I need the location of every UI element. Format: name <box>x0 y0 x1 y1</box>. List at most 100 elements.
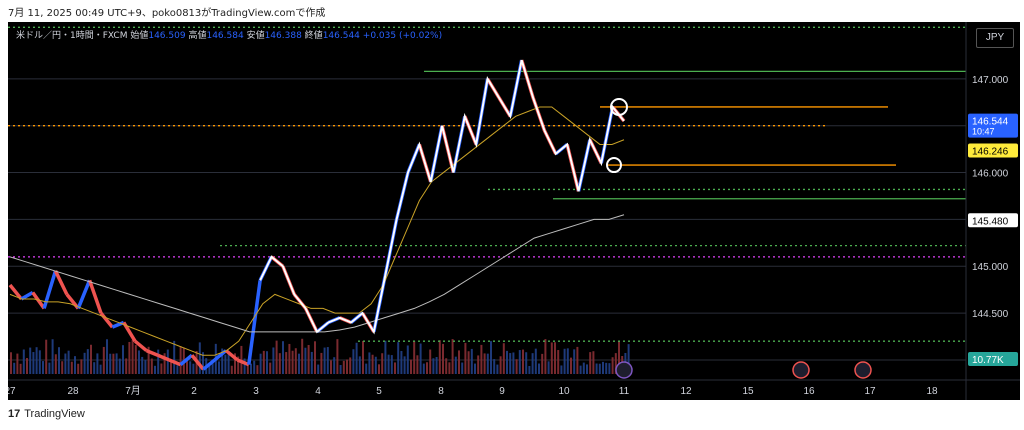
volume-bar <box>339 365 342 374</box>
price-segment <box>213 349 228 362</box>
x-tick-label: 28 <box>67 386 79 397</box>
close-value: 146.544 <box>322 31 360 41</box>
low-label: 安値 <box>246 31 265 41</box>
price-segment <box>87 279 103 314</box>
y-tick-label: 144.500 <box>972 309 1009 320</box>
high-label: 高値 <box>188 31 207 41</box>
x-tick-label: 12 <box>680 386 692 397</box>
volume-bar <box>122 345 124 374</box>
event-icon <box>792 361 810 379</box>
level-price-label: 146.246 <box>972 146 1009 157</box>
volume-bar <box>106 339 108 374</box>
price-segment <box>168 358 182 367</box>
price-segment <box>8 283 23 301</box>
volume-bar <box>90 344 92 374</box>
volume-bar <box>61 361 64 374</box>
volume-bar <box>467 351 470 374</box>
volume-bar <box>330 360 332 374</box>
volume-bar <box>496 364 499 374</box>
volume-bar <box>170 362 172 374</box>
x-tick-label: 17 <box>864 386 876 397</box>
price-segment <box>145 348 159 357</box>
volume-bar <box>474 363 476 374</box>
symbol-label[interactable]: 米ドル／円・1時間・FXCM <box>16 31 128 41</box>
event-icon <box>615 361 633 379</box>
volume-bar <box>416 355 419 374</box>
volume-bar <box>64 353 67 374</box>
volume-bar <box>438 340 441 374</box>
volume-bar <box>285 352 288 374</box>
volume-bar <box>326 347 329 374</box>
volume-bar <box>493 359 496 374</box>
volume-bar <box>179 346 182 374</box>
volume-bar <box>598 363 601 374</box>
y-tick-label: 145.000 <box>972 262 1009 273</box>
fast-moving-average-line <box>9 106 625 356</box>
volume-bar <box>70 361 73 374</box>
volume-bar <box>301 338 304 374</box>
volume-bar <box>544 339 547 374</box>
volume-bar <box>355 342 358 374</box>
currency-button[interactable]: JPY <box>976 28 1014 48</box>
price-segment <box>76 279 92 310</box>
volume-bar <box>131 340 134 374</box>
volume-bar <box>352 349 355 374</box>
last-price-label-bg <box>968 113 1018 138</box>
volume-bar <box>99 364 102 374</box>
volume-bar <box>147 346 150 374</box>
volume-bar <box>10 352 12 374</box>
price-chart[interactable]: 144.000144.500145.000146.000147.000146.5… <box>8 22 1020 400</box>
volume-bar <box>144 359 147 374</box>
volume-bar <box>566 348 569 374</box>
volume-bar <box>458 350 460 374</box>
volume-bar <box>26 358 28 374</box>
volume-bar <box>490 341 492 374</box>
volume-bar <box>445 358 448 374</box>
volume-bar <box>442 343 444 374</box>
volume-bar <box>307 344 310 374</box>
volume-bar <box>387 354 390 374</box>
chart-panel[interactable]: 144.000144.500145.000146.000147.000146.5… <box>8 22 1020 400</box>
volume-bar <box>288 343 291 374</box>
volume-bar <box>259 353 262 374</box>
volume-bar <box>432 358 435 374</box>
volume-bar <box>346 359 348 374</box>
volume-bar <box>528 365 531 374</box>
volume-bar <box>394 362 396 374</box>
volume-bar <box>506 350 508 374</box>
x-tick-label: 8 <box>438 386 444 397</box>
volume-bar <box>189 361 192 374</box>
volume-bar <box>426 362 428 374</box>
volume-bar <box>589 352 592 374</box>
volume-bar <box>397 342 400 374</box>
volume-bar <box>102 346 105 374</box>
volume-bar <box>237 356 240 374</box>
price-segment <box>20 290 34 301</box>
volume-bar <box>522 349 524 374</box>
event-icon <box>854 361 872 379</box>
volume-bar <box>486 353 489 374</box>
volume-bar <box>560 365 563 374</box>
volume-bar <box>275 340 278 374</box>
volume-bar <box>269 362 272 374</box>
volume-bar <box>221 348 224 374</box>
volume-bar <box>413 341 416 374</box>
volume-bar <box>576 346 579 374</box>
volume-bar <box>243 358 246 374</box>
volume-bar <box>150 358 153 374</box>
volume-bar <box>208 364 211 374</box>
brand-label: TradingView <box>24 408 85 420</box>
volume-bar <box>45 339 48 374</box>
volume-bar <box>234 353 236 374</box>
volume-bar <box>454 356 457 374</box>
tradingview-icon: 17 <box>8 408 21 420</box>
volume-bar <box>470 348 473 374</box>
price-segment <box>236 358 250 367</box>
volume-bar <box>582 362 585 374</box>
volume-bar <box>230 365 233 374</box>
volume-bar <box>515 359 518 374</box>
y-tick-label: 146.000 <box>972 169 1009 180</box>
volume-bar <box>294 348 297 374</box>
x-tick-label: 5 <box>376 386 382 397</box>
volume-bar <box>614 353 617 374</box>
